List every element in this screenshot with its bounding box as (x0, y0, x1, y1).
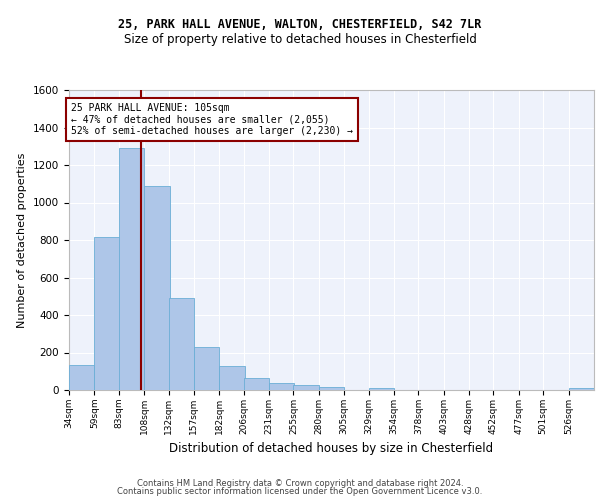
Bar (144, 186, 170, 390)
Bar (244, 378, 269, 390)
Bar (69, 364, 94, 390)
Bar (94, 237, 120, 390)
Bar (368, 388, 394, 390)
Text: 25, PARK HALL AVENUE, WALTON, CHESTERFIELD, S42 7LR: 25, PARK HALL AVENUE, WALTON, CHESTERFIE… (118, 18, 482, 30)
Bar (293, 386, 319, 390)
Text: 25 PARK HALL AVENUE: 105sqm
← 47% of detached houses are smaller (2,055)
52% of : 25 PARK HALL AVENUE: 105sqm ← 47% of det… (71, 103, 353, 136)
Bar (119, 148, 144, 390)
Text: Contains HM Land Registry data © Crown copyright and database right 2024.: Contains HM Land Registry data © Crown c… (137, 478, 463, 488)
Text: Contains public sector information licensed under the Open Government Licence v3: Contains public sector information licen… (118, 487, 482, 496)
Y-axis label: Number of detached properties: Number of detached properties (17, 152, 28, 328)
Bar (569, 388, 594, 390)
X-axis label: Distribution of detached houses by size in Chesterfield: Distribution of detached houses by size … (169, 442, 494, 456)
Text: Size of property relative to detached houses in Chesterfield: Size of property relative to detached ho… (124, 32, 476, 46)
Bar (319, 387, 344, 390)
Bar (169, 298, 194, 390)
Bar (219, 366, 245, 390)
Bar (269, 383, 295, 390)
Bar (194, 347, 219, 390)
